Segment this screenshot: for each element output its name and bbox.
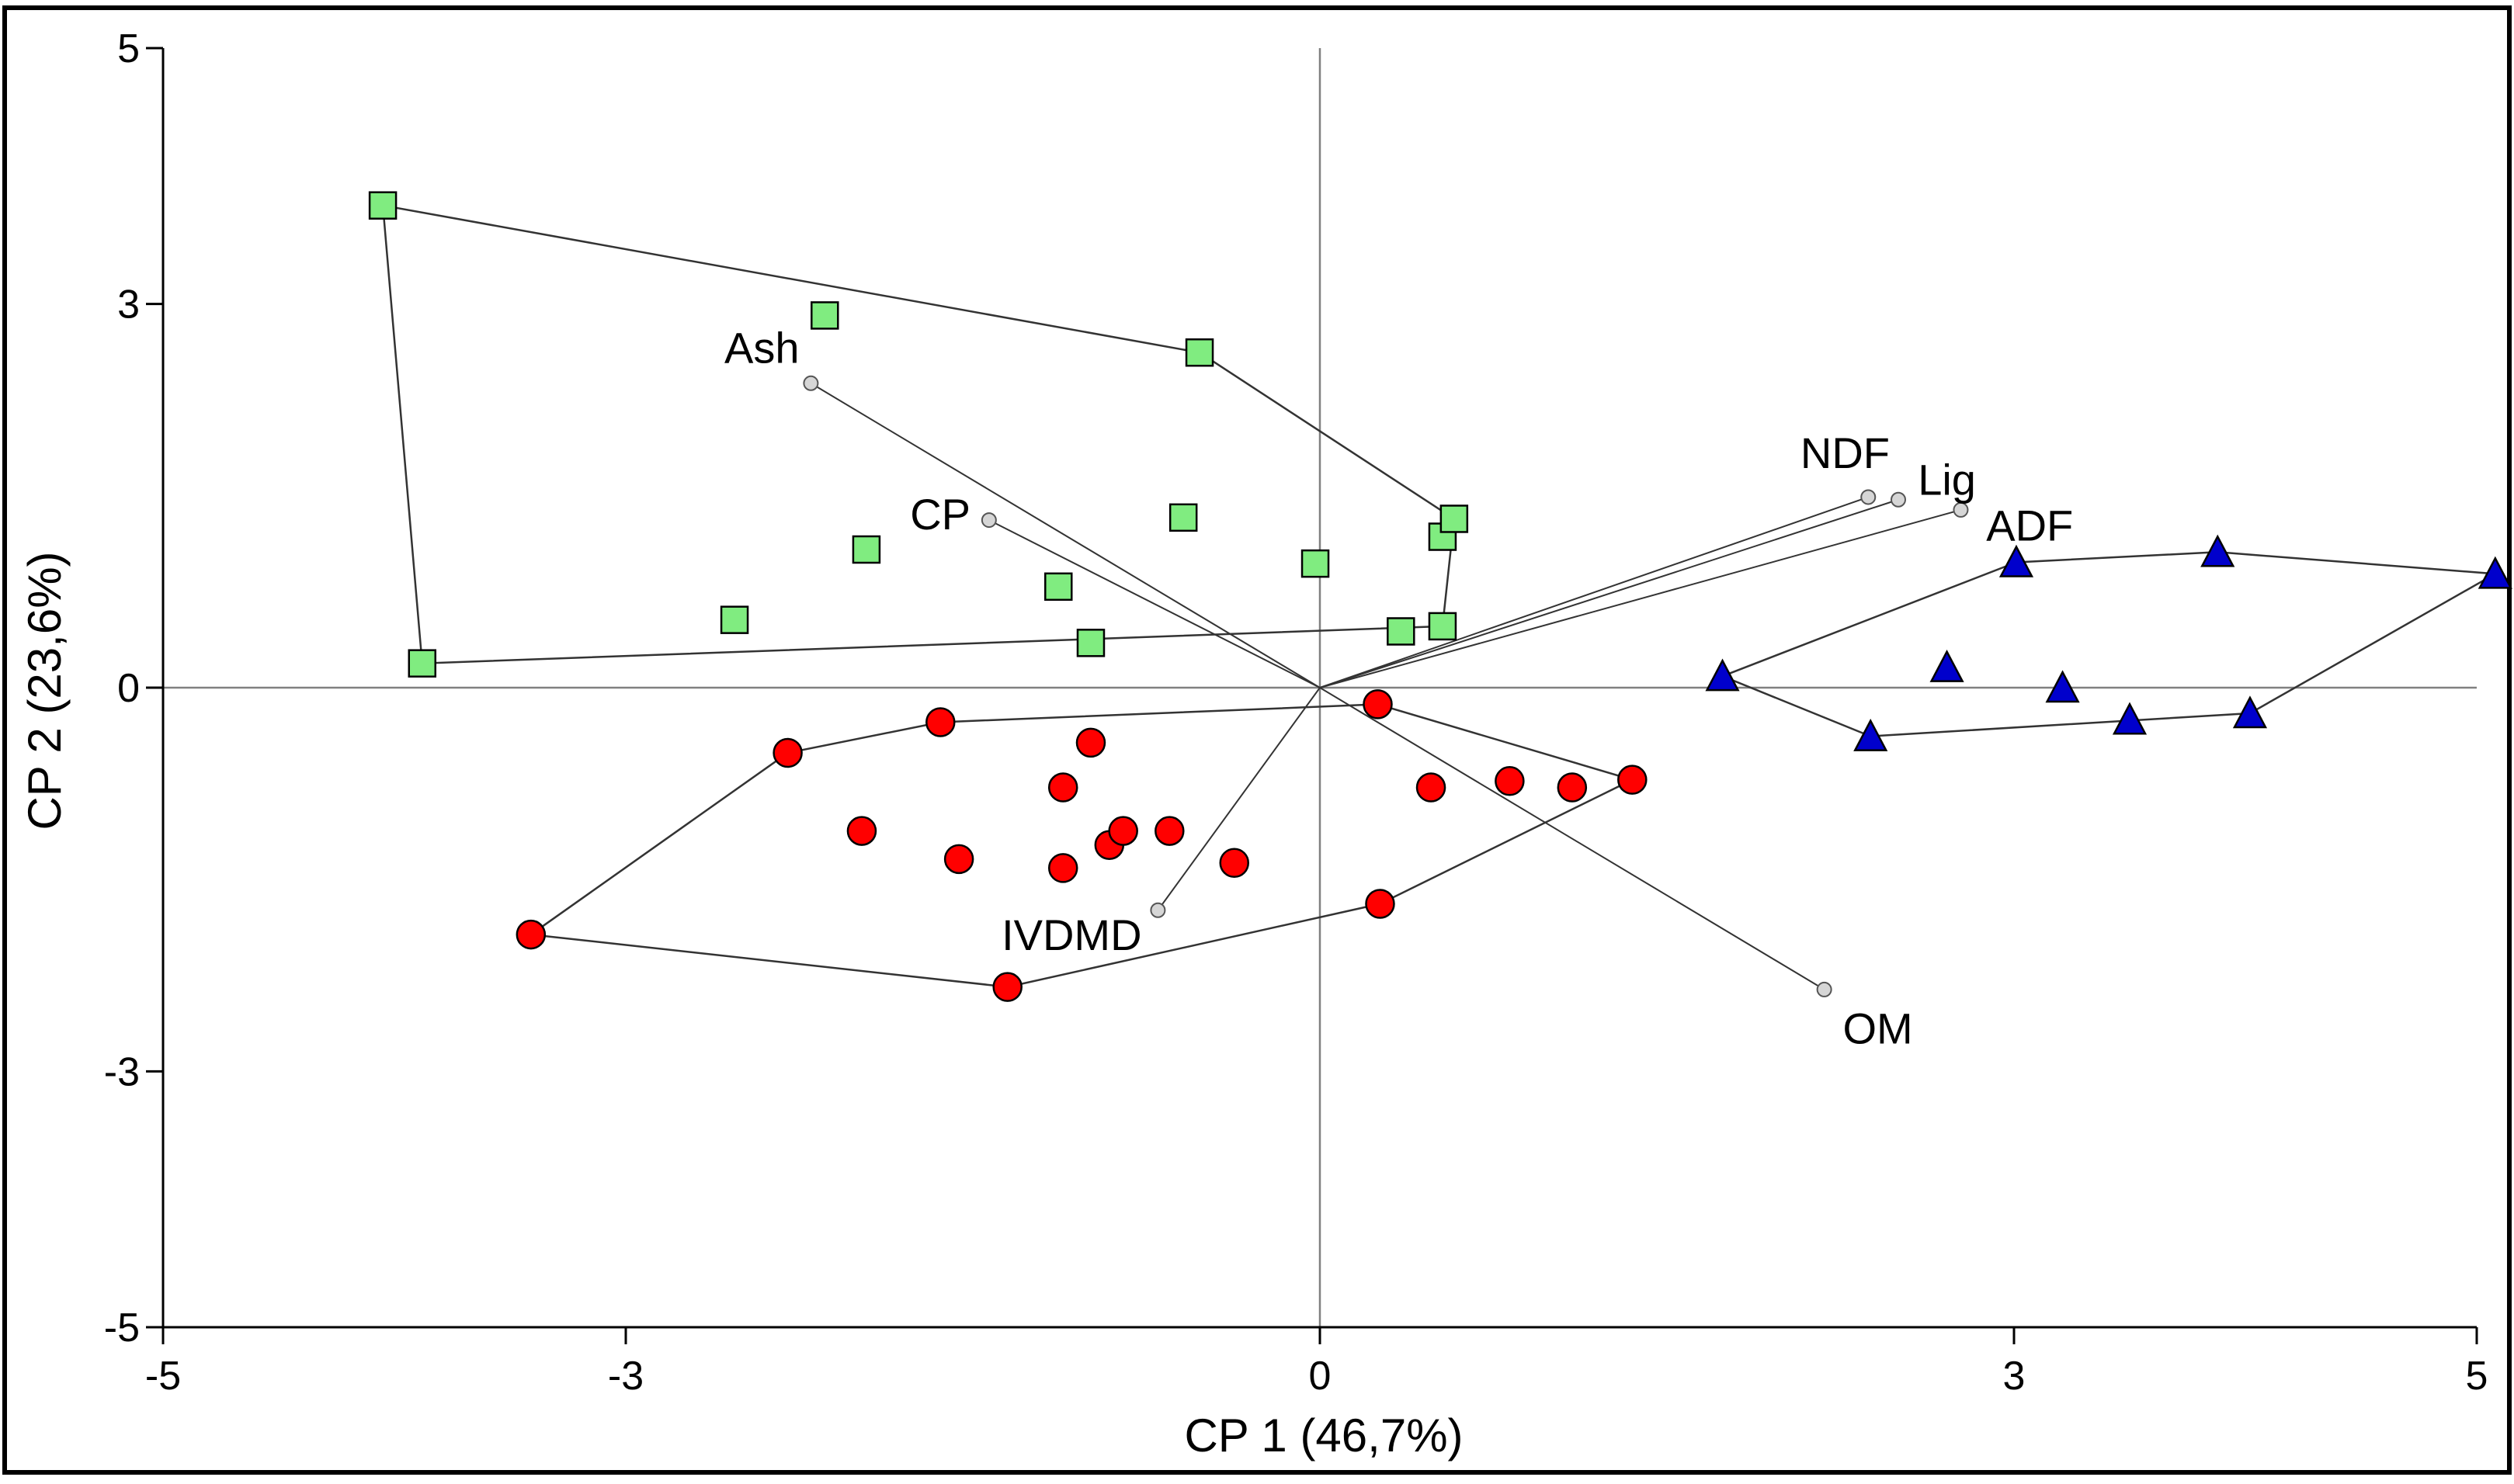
point-green — [852, 535, 881, 564]
y-tick-label: 0 — [117, 666, 140, 711]
point-green — [720, 605, 749, 634]
point-red — [1363, 689, 1393, 719]
point-green — [1076, 629, 1106, 657]
point-green — [368, 191, 398, 220]
y-tick-label: 5 — [117, 26, 140, 71]
vector-cp — [988, 519, 1321, 688]
point-blue — [2200, 534, 2235, 567]
point-green — [811, 301, 839, 330]
chart-frame — [2, 5, 2512, 1475]
point-green — [1439, 504, 1469, 533]
point-green — [408, 649, 437, 678]
point-blue — [1705, 658, 1740, 692]
point-red — [1047, 853, 1078, 883]
loading-vectors — [803, 375, 1969, 997]
vector-label-ivdmd: IVDMD — [1002, 910, 1141, 959]
point-green — [1044, 572, 1073, 602]
vector-end-lig — [1891, 491, 1906, 508]
point-red — [1219, 848, 1249, 879]
point-green — [1300, 549, 1330, 578]
vector-end-ivdmd — [1150, 902, 1166, 918]
point-green — [1428, 612, 1457, 641]
hull-red — [528, 703, 1635, 988]
y-tick-label: 3 — [117, 283, 140, 328]
vector-label-om: OM — [1842, 1004, 1912, 1052]
point-red — [925, 707, 956, 737]
y-tick-label: -5 — [104, 1305, 140, 1351]
point-red — [1155, 816, 1185, 846]
point-blue — [2478, 556, 2512, 589]
vector-end-adf — [1953, 501, 1969, 518]
point-blue — [2045, 670, 2080, 703]
point-red — [1365, 889, 1395, 919]
point-blue — [2232, 695, 2268, 729]
point-blue — [2112, 702, 2148, 735]
vector-label-ndf: NDF — [1800, 428, 1890, 477]
y-axis-title: CP 2 (23,6%) — [19, 551, 71, 830]
point-red — [1495, 766, 1525, 796]
vector-ndf — [1319, 496, 1869, 688]
point-red — [773, 737, 803, 768]
vector-label-adf: ADF — [1986, 501, 2073, 550]
x-tick-label: 5 — [2466, 1354, 2488, 1399]
hull-green — [381, 204, 1456, 664]
x-tick-label: -3 — [608, 1354, 644, 1399]
point-red — [1047, 772, 1078, 803]
vector-adf — [1319, 508, 1961, 688]
point-blue — [1929, 649, 1964, 682]
vector-lig — [1319, 498, 1899, 688]
vector-label-lig: Lig — [1918, 455, 1976, 504]
vector-om — [1319, 687, 1825, 990]
vector-end-ndf — [1860, 489, 1877, 505]
point-green — [1387, 617, 1415, 646]
point-red — [1617, 765, 1648, 795]
point-red — [992, 972, 1023, 1002]
point-red — [1557, 772, 1588, 803]
point-red — [1415, 772, 1446, 803]
point-red — [943, 844, 974, 875]
x-tick-label: 0 — [1309, 1354, 1332, 1399]
point-red — [1075, 727, 1106, 758]
point-blue — [1998, 544, 2034, 577]
x-axis-title: CP 1 (46,7%) — [1184, 1409, 1463, 1461]
axes: -5 -3 0 3 5 -5 -3 0 3 5 — [104, 26, 2488, 1399]
x-tick-label: -5 — [145, 1354, 181, 1399]
vector-end-cp — [981, 512, 997, 529]
vector-end-ash — [803, 375, 819, 391]
point-blue — [1853, 718, 1888, 751]
y-tick-label: -3 — [104, 1049, 140, 1094]
vector-ash — [810, 382, 1321, 688]
vector-end-om — [1816, 981, 1832, 997]
x-tick-label: 3 — [2003, 1354, 2026, 1399]
point-red — [846, 816, 877, 846]
point-green — [1168, 503, 1198, 532]
data-points — [368, 191, 2512, 1002]
point-green — [1185, 338, 1214, 367]
vector-ivdmd — [1157, 687, 1321, 911]
vector-label-ash: Ash — [724, 324, 800, 373]
point-red — [516, 919, 547, 950]
vector-label-cp: CP — [910, 490, 971, 539]
point-red — [1108, 816, 1138, 846]
